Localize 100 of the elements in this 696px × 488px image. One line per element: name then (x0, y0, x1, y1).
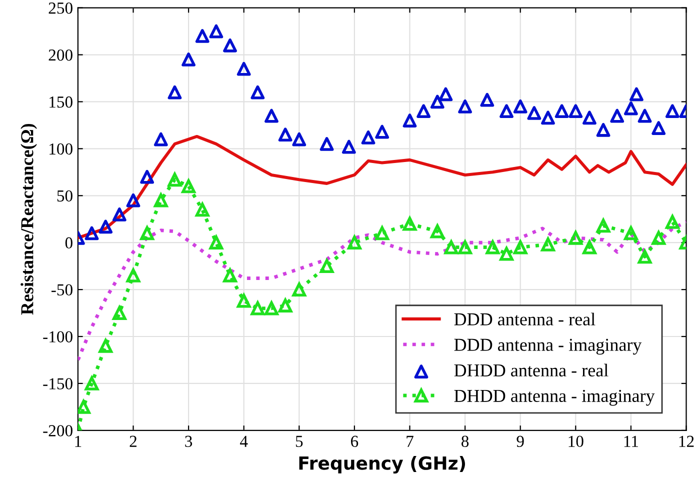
point (630, 87, 644, 102)
point (438, 87, 453, 102)
point (154, 132, 168, 146)
x-tick-label: 11 (624, 436, 638, 447)
point (665, 104, 680, 118)
point (182, 179, 196, 194)
point (140, 170, 154, 184)
point (596, 122, 610, 137)
point (430, 94, 444, 109)
point (375, 226, 390, 240)
point (610, 108, 624, 123)
point (513, 240, 528, 254)
point (154, 193, 168, 208)
point (182, 52, 196, 66)
point (486, 240, 500, 254)
point (541, 238, 555, 252)
y-tick-label: 50 (57, 190, 72, 202)
legend-label: DHDD antenna - real (454, 364, 608, 376)
legend-label: DHDD antenna - imaginary (454, 390, 655, 406)
point (444, 240, 458, 254)
y-tick-label: -150 (43, 378, 72, 390)
point (652, 230, 666, 245)
legend-label: DDD antenna - real (454, 312, 596, 326)
point (541, 110, 555, 125)
point (112, 306, 126, 320)
x-tick-label: 4 (240, 436, 248, 447)
point (112, 207, 126, 222)
point (278, 128, 292, 142)
point (209, 24, 224, 38)
point (638, 250, 652, 264)
point (500, 104, 514, 118)
point (84, 226, 99, 240)
y-tick-label: -50 (51, 284, 72, 296)
point (596, 218, 610, 233)
y-tick-label: 150 (50, 96, 72, 108)
point (236, 62, 251, 76)
point (223, 268, 237, 282)
x-tick-label: 10 (568, 436, 584, 448)
point (652, 121, 666, 135)
point (250, 85, 265, 100)
point (361, 130, 376, 144)
y-tick-label: 250 (48, 2, 72, 14)
point (665, 214, 680, 229)
point (195, 29, 210, 43)
x-tick-label: 9 (516, 436, 524, 448)
point (638, 108, 652, 123)
point (209, 236, 224, 250)
point (126, 268, 140, 282)
x-tick-label: 8 (462, 436, 469, 448)
point (98, 338, 113, 353)
point (98, 220, 113, 234)
point (292, 282, 306, 296)
point (140, 226, 154, 240)
point (582, 240, 596, 254)
x-tick-label: 12 (679, 436, 694, 447)
point (430, 224, 444, 238)
legend-label: DDD antenna - imaginary (454, 338, 642, 355)
point (582, 110, 596, 125)
point (375, 124, 390, 139)
point (402, 216, 417, 231)
point (78, 400, 90, 414)
point (416, 104, 431, 118)
point (84, 376, 99, 390)
point (348, 236, 362, 250)
point (624, 226, 638, 240)
point (264, 108, 278, 123)
point (513, 99, 528, 114)
point (292, 132, 306, 146)
point (458, 99, 472, 114)
point (264, 301, 278, 316)
point (568, 230, 583, 245)
point (223, 38, 237, 52)
point (195, 202, 210, 217)
point (126, 193, 140, 208)
point (568, 104, 583, 118)
point (342, 140, 356, 154)
y-tick-label: 0 (65, 237, 72, 249)
point (168, 85, 182, 100)
x-tick-label: 2 (130, 436, 136, 447)
x-tick-label: 1 (75, 436, 82, 447)
x-tick-label: 3 (185, 436, 192, 448)
x-tick-label: 7 (406, 436, 414, 447)
point (278, 298, 292, 312)
point (320, 259, 334, 274)
point (168, 172, 182, 187)
y-axis-title: Resistance/Reactance(Ω) (20, 124, 37, 315)
point (236, 294, 251, 308)
point (458, 240, 472, 254)
x-axis-title: Frequency (GHz) (299, 456, 466, 474)
y-tick-label: 200 (48, 49, 72, 61)
point (624, 101, 638, 116)
y-tick-label: -100 (43, 331, 72, 342)
y-tick-label: -200 (43, 425, 72, 436)
x-tick-label: 5 (296, 436, 303, 448)
y-tick-label: 100 (50, 143, 72, 155)
point (480, 92, 494, 107)
x-tick-label: 6 (351, 436, 358, 448)
point (320, 137, 334, 151)
point (554, 104, 569, 118)
point (402, 114, 417, 128)
